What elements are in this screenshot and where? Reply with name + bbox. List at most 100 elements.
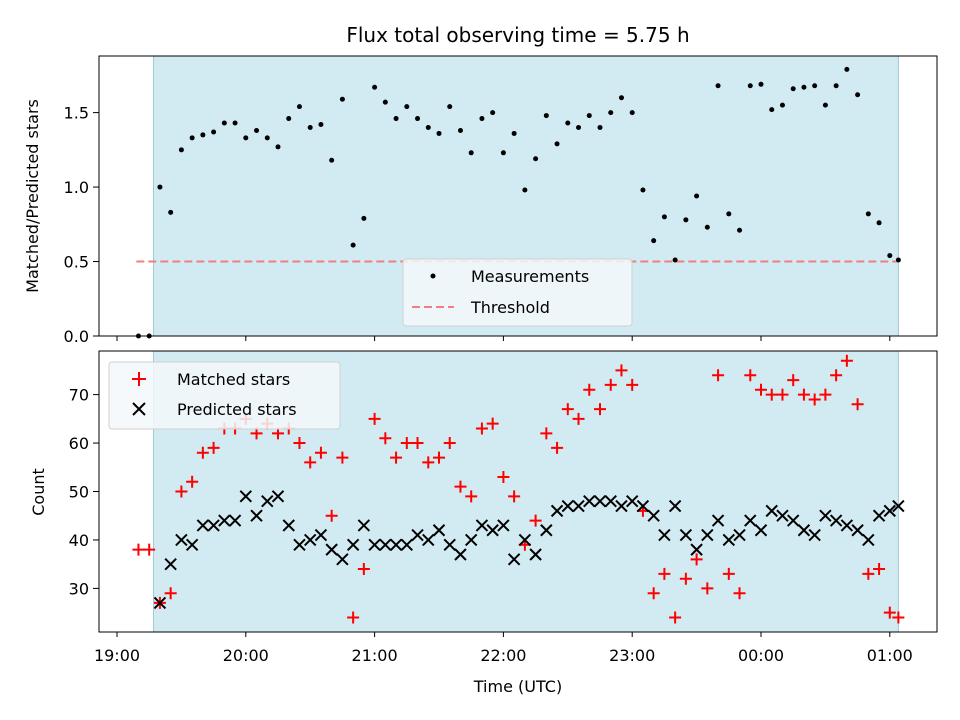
- measurement-point: [404, 104, 410, 110]
- matched-star-point: [164, 587, 177, 600]
- measurement-point: [801, 84, 807, 90]
- matched-star-point: [690, 553, 703, 566]
- predicted-star-point: [303, 533, 317, 547]
- predicted-star-point: [550, 504, 564, 518]
- bottom-panel: 30 40 50 60 70 19:00 20:00 21:00 22:00 23:00 00:0…: [29, 350, 938, 696]
- measurement-point: [243, 135, 249, 141]
- predicted-star-point: [540, 524, 553, 537]
- measurement-point: [812, 83, 818, 89]
- measurement-point: [221, 120, 227, 126]
- predicted-star-point: [346, 538, 360, 552]
- measurement-point: [640, 187, 646, 193]
- predicted-star-point: [892, 499, 905, 513]
- measurement-point: [565, 120, 571, 126]
- matched-star-point: [411, 437, 424, 450]
- matched-star-point: [755, 383, 767, 396]
- measurement-point: [715, 83, 721, 89]
- measurement-point: [543, 113, 549, 119]
- x-tick-label: 21:00: [352, 646, 398, 665]
- measurement-point: [779, 102, 785, 108]
- measurement-point: [651, 238, 657, 244]
- predicted-star-point: [883, 504, 897, 518]
- predicted-star-point: [829, 514, 843, 527]
- matched-star-point: [551, 441, 564, 454]
- predicted-star-point: [314, 528, 328, 542]
- top-x-ticks: [116, 336, 891, 341]
- predicted-star-point: [293, 538, 306, 552]
- matched-star-point: [679, 572, 692, 585]
- matched-star-point: [143, 543, 156, 556]
- matched-star-point: [304, 456, 317, 469]
- predicted-star-point: [164, 557, 177, 571]
- predicted-star-point: [411, 528, 424, 542]
- matched-star-point: [669, 611, 682, 624]
- measurement-point: [511, 130, 517, 136]
- predicted-star-point: [464, 533, 478, 547]
- measurement-point: [457, 127, 463, 133]
- legend-predicted-label: Predicted stars: [177, 400, 297, 419]
- predicted-star-point: [668, 499, 682, 513]
- legend-matched-label: Matched stars: [177, 370, 290, 389]
- predicted-star-point: [583, 494, 596, 508]
- matched-star-point: [722, 567, 735, 580]
- predicted-star-point: [400, 538, 414, 552]
- matched-star-point: [765, 388, 778, 401]
- matched-star-point: [883, 606, 896, 619]
- measurement-point: [661, 214, 667, 220]
- predicted-star-point: [432, 524, 446, 537]
- legend-measurements-label: Measurements: [471, 267, 589, 286]
- predicted-star-point: [218, 514, 231, 527]
- top-y-tick-label: 1.0: [64, 178, 89, 197]
- predicted-star-point: [819, 509, 832, 522]
- predicted-star-point: [625, 494, 639, 508]
- measurement-point: [157, 184, 163, 190]
- predicted-star-point: [250, 509, 263, 522]
- matched-star-point: [851, 398, 864, 411]
- measurement-point: [683, 217, 689, 223]
- predicted-star-point: [357, 519, 371, 532]
- x-tick-label: 23:00: [609, 646, 655, 665]
- matched-star-point: [529, 514, 542, 527]
- top-y-ticks: 0.0 0.5 1.0 1.5: [64, 104, 99, 346]
- matched-star-point: [787, 374, 800, 387]
- bottom-y-axis-label: Count: [29, 468, 48, 516]
- chart-title: Flux total observing time = 5.75 h: [346, 23, 689, 47]
- x-tick-label: 19:00: [94, 646, 140, 665]
- measurement-point: [393, 116, 399, 122]
- predicted-star-point: [153, 596, 167, 610]
- matched-star-point: [196, 446, 209, 459]
- predicted-star-point: [733, 528, 746, 542]
- matched-star-point: [293, 437, 306, 450]
- bottom-legend: Matched stars Predicted stars: [108, 361, 341, 430]
- matched-star-point: [175, 485, 188, 498]
- measurement-point: [737, 227, 743, 233]
- measurement-point: [189, 135, 195, 141]
- predicted-star-point: [872, 509, 886, 522]
- matched-star-point: [443, 437, 456, 450]
- predicted-star-point: [228, 514, 242, 527]
- legend-matched-marker: [132, 372, 146, 386]
- matched-star-point: [325, 509, 338, 522]
- measurement-point: [286, 116, 292, 122]
- predicted-star-point: [336, 553, 349, 566]
- measurement-point: [436, 130, 442, 136]
- predicted-star-point: [722, 533, 736, 547]
- predicted-star-point: [207, 519, 220, 532]
- measurement-point: [865, 211, 871, 217]
- matched-star-point: [797, 388, 810, 401]
- matched-star-point: [615, 364, 628, 377]
- measurement-point: [618, 95, 624, 101]
- matched-star-point: [508, 490, 521, 503]
- predicted-star-point: [808, 528, 821, 542]
- predicted-star-point: [679, 528, 693, 542]
- predicted-star-point: [282, 519, 295, 532]
- bottom-y-ticks: 30 40 50 60 70: [69, 386, 99, 598]
- measurement-point: [372, 84, 378, 90]
- x-tick-label: 01:00: [867, 646, 913, 665]
- predicted-stars-points: [153, 490, 905, 610]
- top-panel: 0.0 0.5 1.0 1.5 Matched/Predicted stars Mea…: [23, 55, 938, 346]
- matched-star-point: [583, 383, 596, 396]
- measurement-point: [887, 253, 893, 259]
- measurement-point: [833, 83, 839, 89]
- predicted-star-point: [636, 499, 650, 513]
